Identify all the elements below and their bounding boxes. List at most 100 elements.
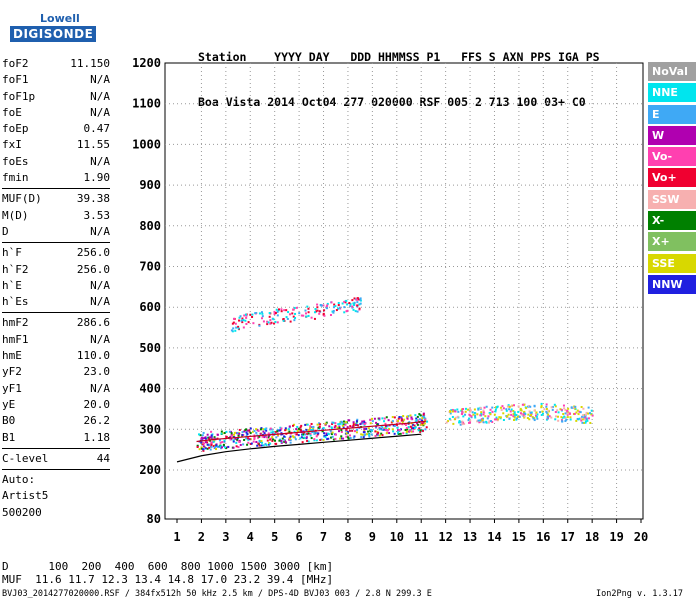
echo-point bbox=[487, 421, 490, 424]
echo-point bbox=[294, 433, 297, 436]
echo-point bbox=[216, 433, 219, 436]
echo-point bbox=[265, 444, 268, 447]
echo-point bbox=[540, 413, 543, 416]
echo-point bbox=[318, 312, 321, 315]
echo-point bbox=[264, 442, 267, 445]
echo-point bbox=[293, 430, 296, 433]
echo-point bbox=[482, 421, 485, 424]
echo-point bbox=[461, 412, 464, 415]
legend-item: NoVal bbox=[648, 62, 696, 81]
separator bbox=[2, 469, 110, 471]
echo-point bbox=[270, 428, 273, 431]
echo-point bbox=[495, 406, 498, 409]
echo-point bbox=[369, 428, 372, 431]
echo-point bbox=[275, 436, 278, 439]
echo-point bbox=[204, 447, 207, 450]
echo-point bbox=[378, 427, 381, 430]
echo-point bbox=[313, 439, 316, 442]
echo-point bbox=[281, 437, 284, 440]
echo-point bbox=[196, 444, 199, 447]
echo-point bbox=[317, 432, 320, 435]
echo-point bbox=[332, 438, 335, 441]
legend-item: Vo- bbox=[648, 147, 696, 167]
echo-point bbox=[201, 443, 204, 446]
parameter-row: foE N/A bbox=[2, 105, 110, 121]
legend-item: X+ bbox=[648, 232, 696, 252]
echo-point bbox=[311, 431, 314, 434]
echo-point bbox=[576, 417, 579, 420]
echo-point bbox=[240, 319, 243, 322]
echo-point bbox=[496, 419, 499, 422]
echo-point bbox=[536, 413, 539, 416]
echo-point bbox=[294, 312, 297, 315]
echo-point bbox=[316, 309, 319, 312]
echo-point bbox=[385, 432, 388, 435]
echo-point bbox=[297, 434, 300, 437]
echo-point bbox=[268, 312, 271, 315]
echo-point bbox=[450, 409, 453, 412]
echo-point bbox=[397, 417, 400, 420]
echo-point bbox=[468, 409, 471, 412]
echo-point bbox=[241, 435, 244, 438]
echo-point bbox=[472, 413, 475, 416]
echo-point bbox=[368, 433, 371, 436]
echo-point bbox=[337, 301, 340, 304]
echo-point bbox=[422, 412, 425, 415]
echo-point bbox=[512, 415, 515, 418]
echo-point bbox=[529, 414, 532, 417]
echo-point bbox=[308, 428, 311, 431]
echo-point bbox=[272, 318, 275, 321]
echo-point bbox=[514, 413, 517, 416]
echo-point bbox=[249, 427, 252, 430]
echo-point bbox=[280, 427, 283, 430]
parameter-name: foEp bbox=[2, 122, 29, 136]
echo-point bbox=[510, 405, 513, 408]
echo-point bbox=[490, 420, 493, 423]
echo-point bbox=[233, 431, 236, 434]
echo-point bbox=[273, 313, 276, 316]
echo-point bbox=[262, 428, 265, 431]
echo-point bbox=[241, 321, 244, 324]
echo-point bbox=[246, 433, 249, 436]
parameter-row: foEs N/A bbox=[2, 154, 110, 170]
echo-point bbox=[454, 409, 457, 412]
echo-point bbox=[520, 409, 523, 412]
echo-point bbox=[352, 302, 355, 305]
echo-point bbox=[344, 421, 347, 424]
echo-point bbox=[349, 303, 352, 306]
echo-point bbox=[494, 410, 497, 413]
echo-point bbox=[587, 412, 590, 415]
echo-point bbox=[235, 326, 238, 329]
echo-point bbox=[293, 436, 296, 439]
echo-point bbox=[397, 432, 400, 435]
echo-point bbox=[451, 408, 454, 411]
echo-point bbox=[545, 407, 548, 410]
echo-point bbox=[305, 436, 308, 439]
echo-point bbox=[573, 405, 576, 408]
echo-point bbox=[260, 311, 263, 314]
echo-point bbox=[476, 413, 479, 416]
echo-point bbox=[473, 408, 476, 411]
echo-point bbox=[468, 410, 471, 413]
echo-point bbox=[266, 320, 269, 323]
echo-point bbox=[496, 418, 499, 421]
echo-point bbox=[236, 431, 239, 434]
echo-point bbox=[232, 439, 235, 442]
echo-point bbox=[263, 428, 266, 431]
echo-point bbox=[340, 437, 343, 440]
echo-point bbox=[232, 317, 235, 320]
x-tick-label: 6 bbox=[295, 530, 302, 544]
parameter-value: 11.150 bbox=[70, 57, 110, 70]
x-tick-label: 3 bbox=[222, 530, 229, 544]
parameter-row: fxI 11.55 bbox=[2, 137, 110, 153]
x-tick-label: 4 bbox=[247, 530, 254, 544]
echo-point bbox=[237, 325, 240, 328]
echo-point bbox=[241, 431, 244, 434]
echo-point bbox=[410, 427, 413, 430]
echo-point bbox=[591, 414, 594, 417]
echo-point bbox=[553, 403, 556, 406]
echo-point bbox=[381, 428, 384, 431]
echo-point bbox=[478, 421, 481, 424]
echo-point bbox=[360, 433, 363, 436]
echo-point bbox=[551, 405, 554, 408]
